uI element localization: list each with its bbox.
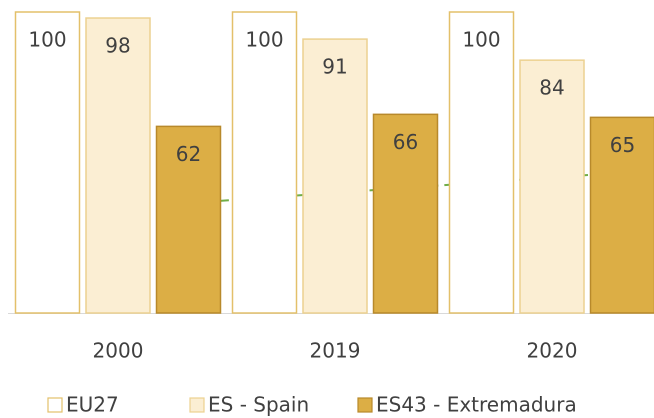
value-label: 100: [245, 28, 283, 52]
x-tick-label: 2020: [527, 339, 578, 363]
x-tick-label: 2019: [310, 339, 361, 363]
bar: [519, 59, 585, 314]
value-label: 65: [610, 133, 635, 157]
value-label: 91: [322, 55, 347, 79]
legend-label: EU27: [66, 393, 119, 417]
bar: [589, 116, 654, 314]
legend-label: ES43 - Extremadura: [376, 393, 577, 417]
bar: [155, 125, 222, 314]
value-label: 100: [28, 28, 66, 52]
legend-swatch: [189, 397, 205, 413]
legend-swatch: [357, 397, 373, 413]
value-label: 98: [105, 34, 130, 58]
legend-swatch: [47, 397, 63, 413]
bar: [302, 38, 368, 314]
bar: [372, 113, 439, 314]
bar: [231, 11, 298, 314]
value-label: 84: [539, 76, 564, 100]
bar: [85, 17, 151, 314]
x-tick-label: 2000: [93, 339, 144, 363]
value-label: 100: [462, 28, 500, 52]
bar: [14, 11, 81, 314]
value-label: 62: [176, 142, 201, 166]
legend-label: ES - Spain: [208, 393, 309, 417]
bar: [448, 11, 515, 314]
value-label: 66: [393, 130, 418, 154]
